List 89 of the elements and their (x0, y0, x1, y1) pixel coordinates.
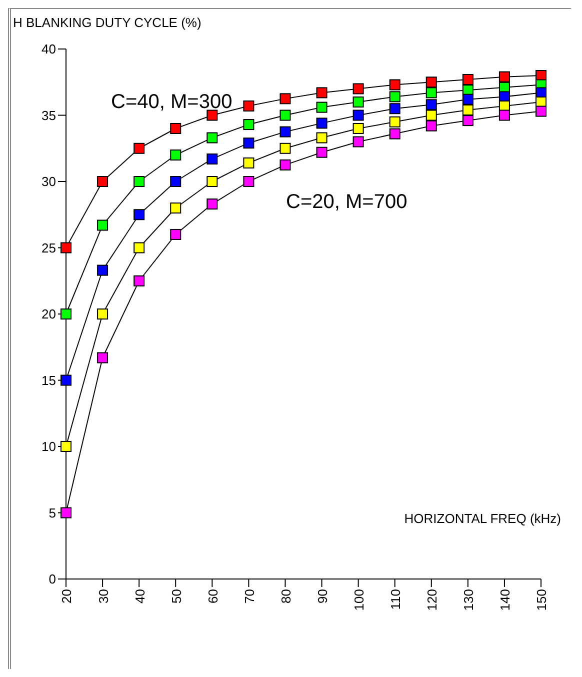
point (462, 115, 474, 126)
point (60, 308, 72, 320)
point (206, 153, 218, 164)
point (206, 198, 218, 210)
point (498, 110, 510, 121)
point (462, 94, 474, 105)
point (243, 138, 254, 149)
point (426, 120, 437, 132)
x-tick-label: 100 (352, 589, 367, 611)
point (97, 220, 108, 231)
y-tick-label: 0 (48, 572, 56, 587)
point (426, 110, 437, 121)
point (170, 202, 182, 214)
point (316, 87, 328, 98)
point (60, 441, 72, 452)
point (352, 110, 364, 121)
point (243, 157, 254, 168)
x-tick-label: 140 (498, 589, 513, 611)
point (316, 132, 328, 144)
point (316, 118, 328, 129)
point (389, 116, 400, 128)
point (134, 242, 145, 254)
point (60, 242, 72, 254)
x-tick-label: 60 (205, 589, 220, 604)
y-tick-label: 5 (48, 505, 56, 520)
point (206, 110, 218, 121)
y-tick-label: 40 (42, 42, 56, 57)
y-tick-label: 20 (42, 306, 56, 322)
x-tick-label: 130 (461, 589, 476, 611)
point (170, 229, 182, 240)
point (206, 176, 218, 187)
point (280, 93, 291, 104)
x-tick-label: 90 (315, 589, 330, 604)
y-tick-label: 30 (42, 174, 56, 190)
point (60, 507, 72, 518)
point (389, 91, 400, 102)
x-tick-label: 110 (388, 589, 404, 610)
point (170, 150, 182, 160)
x-tick-label: 120 (424, 589, 440, 611)
x-axis-title: HORIZONTAL FREQ (kHz) (404, 511, 561, 526)
point (280, 110, 291, 121)
annotation: C=20, M=700 (286, 191, 408, 214)
point (352, 83, 364, 94)
point (134, 209, 145, 220)
point (426, 99, 437, 110)
point (134, 275, 145, 286)
point (134, 142, 145, 154)
y-tick-label: 35 (42, 108, 56, 123)
y-tick-label: 25 (42, 240, 56, 256)
point (498, 71, 510, 82)
y-tick-label: 15 (42, 372, 56, 388)
point (170, 123, 182, 134)
y-tick-label: 10 (42, 439, 56, 454)
point (280, 126, 291, 138)
point (243, 100, 254, 112)
x-tick-label: 70 (242, 589, 257, 604)
point (206, 132, 218, 144)
point (280, 142, 291, 154)
x-tick-label: 150 (534, 589, 550, 611)
annotation: C=40, M=300 (111, 91, 232, 114)
point (426, 76, 437, 88)
point (316, 146, 328, 158)
x-tick-label: 30 (96, 589, 111, 604)
point (536, 106, 546, 117)
x-tick-label: 40 (132, 589, 148, 604)
point (352, 123, 364, 134)
point (97, 264, 108, 276)
point (426, 87, 437, 98)
x-tick-label: 80 (278, 589, 294, 604)
point (462, 74, 474, 85)
point (170, 176, 182, 187)
point (462, 104, 474, 116)
point (352, 96, 364, 108)
point (97, 308, 108, 320)
x-tick-label: 50 (168, 589, 184, 604)
point (60, 374, 72, 386)
point (243, 176, 254, 187)
point (243, 119, 254, 130)
point (389, 128, 400, 140)
point (316, 102, 328, 113)
point (97, 352, 108, 364)
point (389, 103, 400, 114)
point (352, 136, 364, 148)
point (389, 79, 400, 90)
point (97, 176, 108, 187)
point (134, 176, 145, 187)
x-tick-label: 20 (59, 589, 74, 604)
point (280, 159, 291, 170)
y-axis-title: H BLANKING DUTY CYCLE (%) (13, 15, 202, 30)
